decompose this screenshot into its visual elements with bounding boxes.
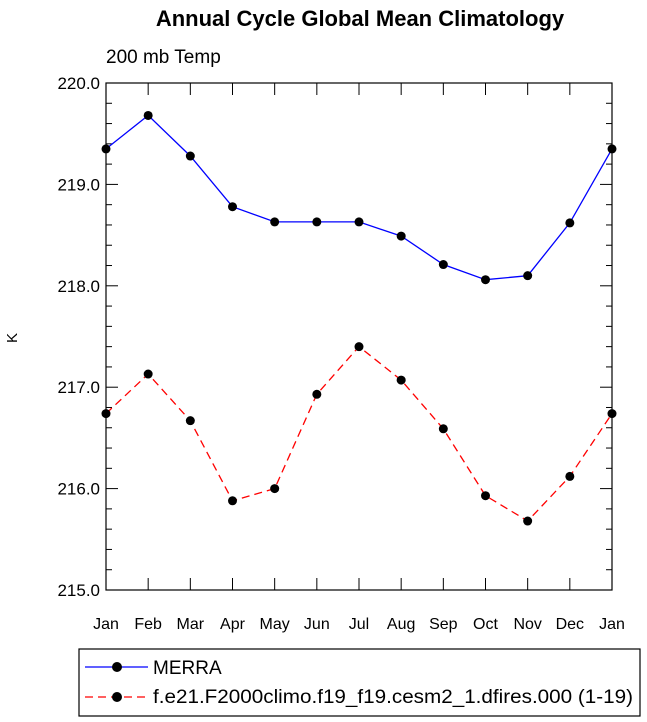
minor-ticks <box>106 102 612 571</box>
x-tick-label: Oct <box>473 616 498 633</box>
x-tick-label: May <box>260 616 290 633</box>
x-tick-label: Aug <box>387 616 415 633</box>
y-tick-label: 215.0 <box>57 581 100 600</box>
series-lines <box>105 114 613 522</box>
data-point-model <box>523 516 533 526</box>
data-point-merra <box>396 231 406 241</box>
x-tick-label: Dec <box>556 616 584 633</box>
y-tick-label: 220.0 <box>57 74 100 93</box>
x-tick-labels: Jan Feb Mar Apr May Jun Jul Aug Sep Oct Nov Dec Jan <box>93 616 625 633</box>
data-point-merra <box>354 217 364 227</box>
legend-label-model: f.e21.F2000climo.f19_f19.cesm2_1.dfires.… <box>153 687 633 708</box>
data-point-merra <box>228 202 237 212</box>
legend-marker-model <box>112 692 122 702</box>
x-tick-label: Jun <box>304 616 330 633</box>
y-tick-label: 216.0 <box>57 480 100 499</box>
x-tick-label: Mar <box>177 616 205 633</box>
plot-frame <box>105 82 613 591</box>
data-point-merra <box>565 218 575 228</box>
data-point-model <box>185 416 195 426</box>
x-tick-label: Jan <box>599 616 625 633</box>
series-markers <box>101 110 617 526</box>
data-point-merra <box>312 217 322 227</box>
data-point-model <box>354 342 364 352</box>
data-point-model <box>396 375 406 385</box>
legend: MERRA f.e21.F2000climo.f19_f19.cesm2_1.d… <box>78 648 641 717</box>
x-tick-label: Sep <box>429 616 458 633</box>
data-point-model <box>565 471 575 481</box>
x-tick-label: Apr <box>220 616 246 633</box>
major-ticks <box>105 82 613 591</box>
data-point-merra <box>481 275 490 285</box>
x-tick-label: Jul <box>349 616 369 633</box>
chart-subtitle: 200 mb Temp <box>106 47 221 68</box>
data-point-merra <box>438 260 448 270</box>
data-point-model <box>228 496 237 506</box>
legend-box <box>78 648 641 717</box>
data-point-model <box>312 389 322 399</box>
data-point-model <box>270 484 280 494</box>
y-tick-labels: 215.0 216.0 217.0 218.0 219.0 220.0 <box>57 74 100 600</box>
legend-marker-merra <box>112 662 122 672</box>
y-axis-label: K <box>4 333 21 343</box>
series-line-merra <box>105 114 613 281</box>
data-point-merra <box>523 271 533 281</box>
data-point-merra <box>143 110 153 120</box>
x-tick-label: Feb <box>134 616 162 633</box>
y-tick-label: 217.0 <box>57 378 100 397</box>
data-point-model <box>143 369 153 379</box>
legend-label-merra: MERRA <box>153 658 222 679</box>
data-point-merra <box>185 151 195 161</box>
data-point-model <box>481 491 490 501</box>
y-tick-label: 219.0 <box>57 175 100 194</box>
x-tick-label: Nov <box>513 616 541 633</box>
series-line-model <box>105 345 613 522</box>
x-tick-label: Jan <box>93 616 119 633</box>
data-point-merra <box>270 217 280 227</box>
chart-title: Annual Cycle Global Mean Climatology <box>156 6 565 31</box>
data-point-model <box>438 424 448 434</box>
y-tick-label: 218.0 <box>57 277 100 296</box>
